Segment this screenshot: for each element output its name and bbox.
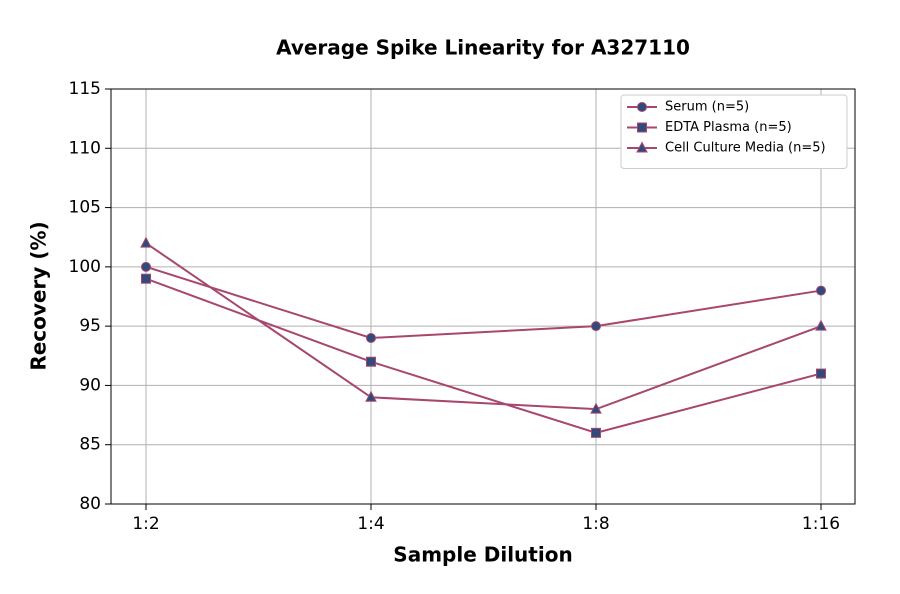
y-tick-label: 115 bbox=[69, 79, 101, 99]
legend-label: EDTA Plasma (n=5) bbox=[665, 120, 792, 135]
chart-title: Average Spike Linearity for A327110 bbox=[276, 36, 690, 60]
legend-box bbox=[620, 94, 848, 169]
y-tick-label: 90 bbox=[79, 375, 101, 395]
plot-frame bbox=[110, 88, 856, 505]
marker bbox=[637, 102, 647, 112]
y-tick-label: 85 bbox=[79, 435, 101, 455]
marker bbox=[141, 273, 151, 284]
marker bbox=[366, 356, 376, 367]
y-tick-label: 95 bbox=[79, 316, 101, 336]
x-tick-label: 1:4 bbox=[357, 514, 384, 534]
y-tick-label: 105 bbox=[69, 198, 101, 218]
marker bbox=[365, 390, 377, 402]
marker bbox=[816, 368, 826, 379]
series-line bbox=[145, 265, 822, 340]
legend-label: Serum (n=5) bbox=[665, 100, 749, 115]
x-tick-label: 1:8 bbox=[582, 514, 609, 534]
y-tick-label: 100 bbox=[69, 257, 101, 277]
marker bbox=[591, 427, 601, 438]
marker bbox=[140, 236, 152, 248]
marker bbox=[590, 402, 602, 414]
marker bbox=[637, 122, 647, 133]
x-axis-label: Sample Dilution bbox=[393, 543, 572, 567]
y-tick-label: 110 bbox=[69, 138, 101, 158]
y-tick-label: 80 bbox=[79, 494, 101, 514]
marker bbox=[141, 261, 151, 272]
marker bbox=[366, 333, 376, 343]
marker bbox=[591, 321, 601, 332]
x-tick-label: 1:2 bbox=[132, 514, 159, 534]
marker bbox=[815, 319, 827, 331]
x-tick-label: 1:16 bbox=[802, 514, 840, 534]
legend-label: Cell Culture Media (n=5) bbox=[665, 141, 826, 156]
y-axis-label: Recovery (%) bbox=[27, 221, 51, 370]
series-line bbox=[145, 242, 822, 411]
marker bbox=[816, 285, 826, 296]
series-line bbox=[145, 277, 822, 434]
marker bbox=[636, 141, 648, 153]
